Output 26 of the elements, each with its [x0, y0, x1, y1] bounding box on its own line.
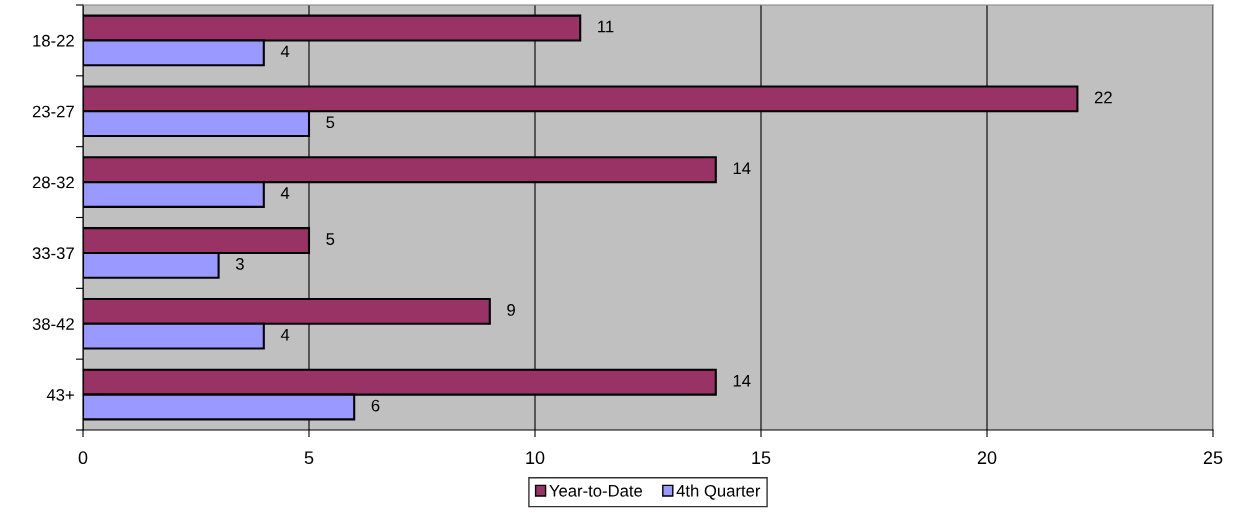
y-tick-label: 28-32 [32, 176, 74, 189]
legend-label: Year-to-Date [549, 485, 643, 497]
y-tick-label: 33-37 [32, 247, 74, 260]
x-tick-label: 0 [78, 451, 88, 465]
x-tick-label: 10 [526, 451, 545, 465]
data-label: 4 [280, 187, 290, 199]
y-tick-label: 23-27 [32, 105, 74, 118]
data-label: 22 [1094, 91, 1112, 104]
data-label: 5 [326, 233, 335, 245]
data-label: 3 [235, 257, 244, 270]
data-label: 5 [326, 116, 335, 129]
x-tick-label: 15 [752, 451, 771, 465]
legend-label: 4th Quarter [676, 484, 761, 500]
data-label: 14 [733, 162, 751, 174]
y-tick-label: 43+ [46, 388, 74, 401]
x-tick-label: 25 [1203, 451, 1223, 465]
y-tick-label: 38-42 [32, 318, 74, 330]
data-label: 4 [280, 328, 290, 341]
x-tick-label: 5 [304, 451, 314, 465]
data-label: 14 [733, 375, 751, 387]
y-tick-label: 18-22 [33, 34, 74, 47]
x-tick-label: 20 [977, 451, 997, 465]
data-label: 9 [507, 304, 515, 316]
data-label: 11 [598, 20, 614, 33]
data-label: 4 [280, 45, 290, 58]
data-label: 6 [371, 399, 380, 412]
